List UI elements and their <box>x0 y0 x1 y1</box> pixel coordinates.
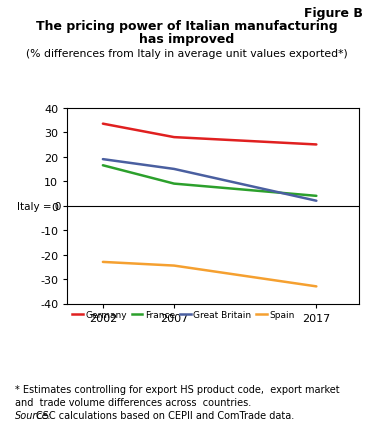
Text: (% differences from Italy in average unit values exported*): (% differences from Italy in average uni… <box>26 49 348 59</box>
Text: Source:: Source: <box>15 410 52 420</box>
Text: * Estimates controlling for export HS product code,  export market: * Estimates controlling for export HS pr… <box>15 384 340 394</box>
Text: CSC calculations based on CEPII and ComTrade data.: CSC calculations based on CEPII and ComT… <box>36 410 294 420</box>
Text: has improved: has improved <box>140 33 234 46</box>
Text: The pricing power of Italian manufacturing: The pricing power of Italian manufacturi… <box>36 20 338 33</box>
Legend: Germany, France, Great Britain, Spain: Germany, France, Great Britain, Spain <box>72 310 295 319</box>
Text: Figure B: Figure B <box>304 7 363 20</box>
Text: Italy = 0: Italy = 0 <box>17 201 61 211</box>
Text: and  trade volume differences across  countries.: and trade volume differences across coun… <box>15 397 251 407</box>
